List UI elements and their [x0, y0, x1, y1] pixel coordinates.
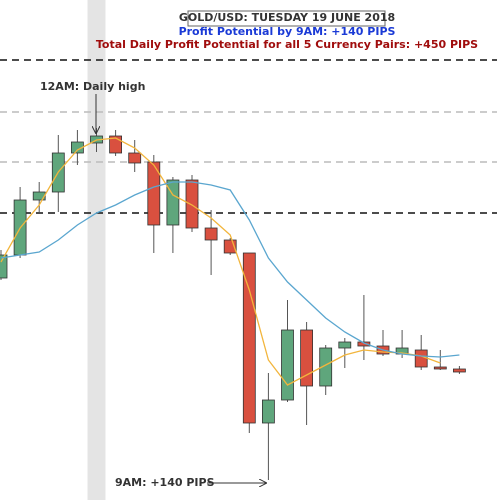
annotation: 9AM: +140 PIPS — [115, 476, 215, 489]
candle-body — [185, 179, 199, 229]
candle-body — [204, 227, 218, 241]
moving-average — [0, 181, 460, 358]
candle-body — [319, 347, 333, 387]
subtitle: Profit Potential by 9AM: +140 PIPS — [179, 25, 396, 38]
moving-average — [0, 137, 441, 386]
candle-body — [147, 161, 161, 226]
candle-body — [0, 254, 8, 279]
note: Total Daily Profit Potential for all 5 C… — [96, 38, 478, 51]
candle-body — [261, 399, 275, 424]
title-box — [187, 10, 386, 27]
annotation: 12AM: Daily high — [40, 80, 145, 93]
candle-body — [166, 179, 180, 226]
chart-title: GOLD/USD: TUESDAY 19 JUNE 2018 — [179, 11, 395, 24]
candle-body — [242, 252, 256, 424]
candle-body — [300, 329, 314, 387]
candle-body — [32, 191, 46, 201]
candle-body — [128, 152, 142, 164]
candle-body — [433, 366, 447, 370]
candle-body — [414, 349, 428, 368]
highlight-band — [87, 0, 106, 500]
candle-body — [281, 329, 294, 401]
candle-body — [357, 341, 371, 347]
candle-body — [452, 368, 466, 373]
candle-body — [338, 341, 352, 349]
